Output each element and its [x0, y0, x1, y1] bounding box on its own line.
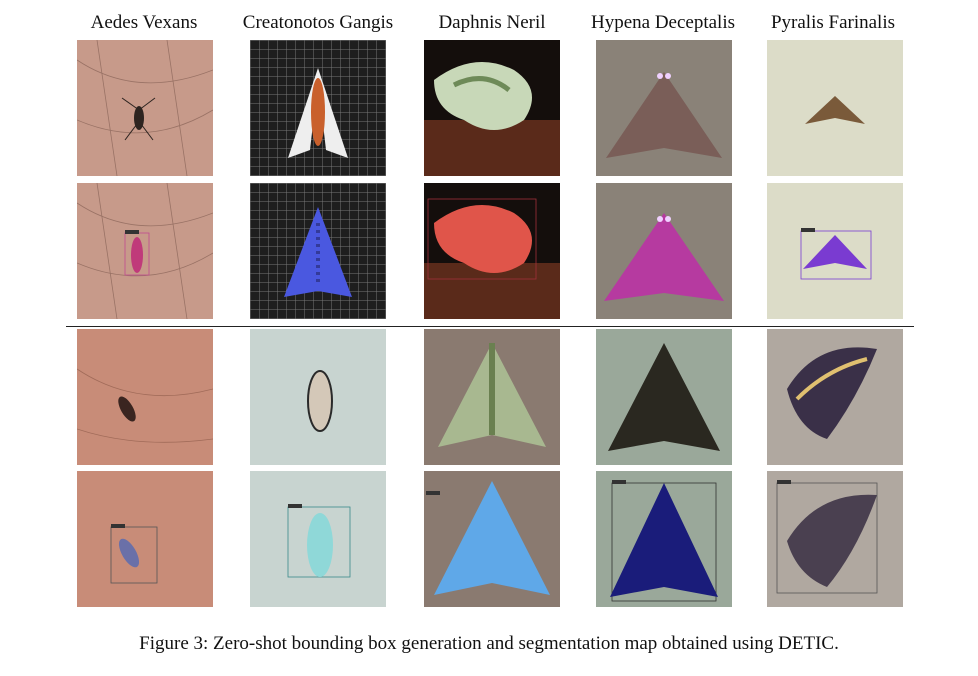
- image-hypena-original-a: [596, 40, 732, 176]
- image-daphnis-original-b: [424, 329, 560, 465]
- segmentation-daphnis-a: [424, 183, 560, 319]
- segmentation-aedes-b: [77, 471, 213, 607]
- row-divider: [66, 326, 914, 327]
- segmentation-creatonotos-b: [250, 471, 386, 607]
- column-header-daphnis-neril: Daphnis Neril: [438, 12, 546, 33]
- image-creatonotos-original-a: [250, 40, 386, 176]
- image-hypena-original-b: [596, 329, 732, 465]
- segmentation-creatonotos-a: [250, 183, 386, 319]
- image-pyralis-original-b: [767, 329, 903, 465]
- segmentation-aedes-a: [77, 183, 213, 319]
- segmentation-hypena-a: [596, 183, 732, 319]
- segmentation-pyralis-b: [767, 471, 903, 607]
- segmentation-daphnis-b: [424, 471, 560, 607]
- column-header-creatonotos-gangis: Creatonotos Gangis: [242, 12, 394, 33]
- column-header-pyralis-farinalis: Pyralis Farinalis: [770, 12, 896, 33]
- image-aedes-original-b: [77, 329, 213, 465]
- image-pyralis-original-a: [767, 40, 903, 176]
- segmentation-hypena-b: [596, 471, 732, 607]
- column-header-aedes-vexans: Aedes Vexans: [90, 12, 198, 33]
- image-aedes-original-a: [77, 40, 213, 176]
- figure-caption: Figure 3: Zero-shot bounding box generat…: [139, 633, 839, 654]
- segmentation-pyralis-a: [767, 183, 903, 319]
- image-creatonotos-original-b: [250, 329, 386, 465]
- column-header-hypena-deceptalis: Hypena Deceptalis: [590, 12, 736, 33]
- image-daphnis-original-a: [424, 40, 560, 176]
